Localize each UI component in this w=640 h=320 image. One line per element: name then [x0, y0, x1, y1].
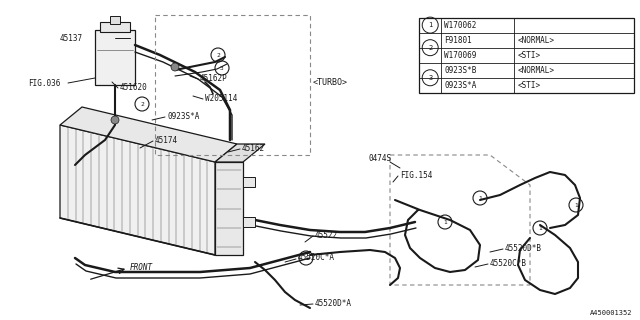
Text: 3: 3 — [220, 66, 224, 70]
Bar — [100, 22, 130, 32]
Bar — [110, 16, 120, 24]
Text: 0923S*A: 0923S*A — [167, 111, 200, 121]
Text: 451620: 451620 — [120, 83, 148, 92]
Text: 45162: 45162 — [242, 143, 265, 153]
Text: <TURBO>: <TURBO> — [313, 77, 348, 86]
Circle shape — [171, 63, 179, 71]
Text: W205114: W205114 — [205, 93, 237, 102]
Text: 1: 1 — [478, 196, 482, 201]
Text: <STI>: <STI> — [517, 81, 540, 90]
Text: 0474S: 0474S — [368, 154, 391, 163]
Text: 1: 1 — [304, 255, 308, 260]
Text: 45174: 45174 — [155, 135, 178, 145]
Polygon shape — [60, 107, 237, 162]
Polygon shape — [215, 144, 265, 162]
Text: 3: 3 — [428, 75, 433, 81]
Text: 45520D*A: 45520D*A — [315, 299, 352, 308]
Polygon shape — [60, 125, 215, 255]
Text: 45137: 45137 — [60, 34, 83, 43]
Text: 1: 1 — [538, 226, 542, 230]
Text: 0923S*B: 0923S*B — [444, 66, 477, 75]
Text: 2: 2 — [428, 45, 433, 51]
Text: 2: 2 — [216, 52, 220, 58]
Bar — [215, 162, 243, 255]
Bar — [243, 217, 255, 227]
Text: W170069: W170069 — [444, 51, 477, 60]
Text: <NORMAL>: <NORMAL> — [517, 66, 554, 75]
Text: W170062: W170062 — [444, 20, 477, 30]
Text: 1: 1 — [574, 203, 578, 207]
Text: <NORMAL>: <NORMAL> — [517, 36, 554, 45]
Text: <STI>: <STI> — [517, 51, 540, 60]
Text: FRONT: FRONT — [130, 263, 153, 273]
Text: FIG.154: FIG.154 — [400, 171, 433, 180]
Text: F91801: F91801 — [444, 36, 472, 45]
Text: 2: 2 — [140, 101, 144, 107]
Text: A450001352: A450001352 — [589, 310, 632, 316]
Text: 0923S*A: 0923S*A — [444, 81, 477, 90]
Bar — [95, 30, 135, 85]
Circle shape — [111, 116, 119, 124]
Text: 45162P: 45162P — [200, 74, 228, 83]
Text: FIG.036: FIG.036 — [28, 78, 60, 87]
Text: 1: 1 — [428, 22, 433, 28]
Text: 1: 1 — [443, 220, 447, 225]
Bar — [243, 177, 255, 187]
Bar — [419, 18, 634, 93]
Text: 45520D*B: 45520D*B — [505, 244, 542, 252]
Text: 45520C*A: 45520C*A — [298, 253, 335, 262]
Text: 45522: 45522 — [315, 230, 338, 239]
Text: 45520C*B: 45520C*B — [490, 259, 527, 268]
